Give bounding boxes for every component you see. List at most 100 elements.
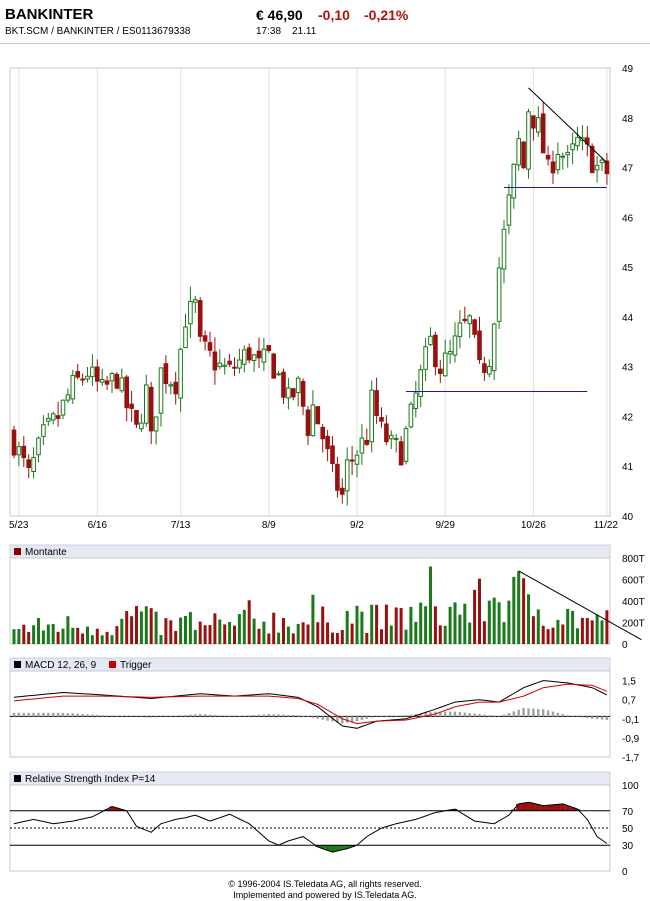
volume-bar bbox=[384, 604, 388, 644]
macd-histogram-bar bbox=[86, 714, 89, 717]
macd-histogram-bar bbox=[561, 714, 564, 717]
volume-y-tick-label: 600T bbox=[622, 576, 645, 587]
macd-histogram-bar bbox=[586, 716, 589, 719]
macd-histogram-bar bbox=[591, 716, 594, 719]
price-candle-body bbox=[70, 374, 76, 400]
rsi-overbought-fill bbox=[104, 809, 110, 811]
macd-histogram-bar bbox=[287, 714, 290, 717]
price-y-tick-label: 43 bbox=[622, 363, 634, 374]
price-candle-body bbox=[511, 163, 517, 199]
volume-bar bbox=[56, 631, 60, 644]
macd-histogram-bar bbox=[346, 716, 349, 723]
price-candle-body bbox=[134, 409, 139, 425]
price-candle-body bbox=[516, 138, 522, 166]
price-candle-body bbox=[384, 423, 389, 443]
rsi-oversold-fill bbox=[325, 845, 331, 851]
macd-histogram-bar bbox=[125, 716, 128, 717]
volume-bar bbox=[115, 626, 119, 644]
macd-lines bbox=[13, 680, 608, 729]
price-candle-body bbox=[491, 323, 497, 372]
price-candle-body bbox=[193, 299, 198, 303]
volume-bar bbox=[595, 614, 599, 644]
price-candle-body bbox=[26, 459, 31, 469]
macd-histogram-bar bbox=[22, 712, 25, 717]
macd-histogram-bar bbox=[120, 716, 123, 717]
price-candle-body bbox=[271, 353, 276, 379]
volume-bar bbox=[174, 630, 178, 644]
volume-bar bbox=[71, 627, 75, 644]
macd-histogram-bar bbox=[159, 716, 163, 717]
price-candle-body bbox=[197, 300, 203, 337]
rsi-overbought-fill bbox=[114, 807, 120, 811]
price-candle-body bbox=[531, 115, 536, 129]
macd-histogram-bar bbox=[350, 716, 354, 722]
price-x-tick-label: 6/16 bbox=[88, 520, 108, 531]
macd-histogram-bar bbox=[272, 714, 275, 717]
volume-bar bbox=[252, 618, 256, 644]
volume-bar bbox=[188, 612, 192, 644]
volume-bar bbox=[571, 610, 575, 644]
rsi-oversold-fill bbox=[349, 845, 355, 847]
price-candle-body bbox=[85, 375, 90, 380]
rsi-y-tick-label: 100 bbox=[622, 781, 639, 792]
macd-histogram-bar bbox=[551, 711, 555, 717]
volume-bar bbox=[179, 617, 183, 644]
macd-histogram-bar bbox=[365, 716, 368, 719]
price-candle-body bbox=[467, 315, 472, 325]
macd-histogram-bar bbox=[537, 708, 540, 717]
volume-bar bbox=[149, 608, 153, 644]
volume-bar bbox=[502, 622, 506, 644]
price-candle-body bbox=[354, 454, 360, 465]
price-candle-body bbox=[344, 459, 350, 492]
macd-histogram-bar bbox=[458, 712, 462, 717]
trigger-legend-label: Trigger bbox=[120, 660, 152, 671]
macd-histogram-bar bbox=[473, 713, 476, 717]
macd-histogram-bar bbox=[517, 709, 520, 717]
trigger-legend-swatch bbox=[109, 661, 116, 668]
volume-bar bbox=[81, 633, 85, 644]
volume-bar bbox=[404, 629, 408, 644]
volume-annotations bbox=[518, 570, 642, 641]
price-y-tick-label: 40 bbox=[622, 512, 634, 523]
rsi-overbought-fill bbox=[119, 809, 125, 811]
macd-histogram-bar bbox=[507, 713, 511, 717]
volume-bar bbox=[458, 614, 462, 644]
volume-bar bbox=[46, 624, 50, 644]
price-annotations bbox=[406, 87, 608, 393]
macd-title-bar bbox=[9, 657, 611, 672]
price-candle-body bbox=[335, 463, 340, 491]
price-candle-body bbox=[575, 136, 580, 147]
macd-histogram-bar bbox=[140, 716, 143, 718]
volume-bar bbox=[414, 621, 418, 644]
macd-histogram-bar bbox=[179, 715, 182, 717]
price-candle-body bbox=[36, 437, 41, 456]
price-candle-body bbox=[521, 141, 526, 169]
price-candle-body bbox=[359, 437, 365, 454]
volume-bar bbox=[576, 628, 579, 644]
price-x-axis: 5/23 6/16 7/13 8/9 9/2 9/29 10/26 11/22 bbox=[9, 520, 618, 531]
price-candle-body bbox=[246, 347, 252, 361]
volume-bar bbox=[41, 630, 45, 644]
price-candle-body bbox=[349, 459, 355, 462]
macd-histogram-bar bbox=[522, 708, 525, 717]
price-candle-body bbox=[526, 111, 531, 170]
volume-bar bbox=[566, 608, 570, 644]
price-candle-body bbox=[16, 446, 22, 456]
volume-y-tick-label: 200T bbox=[622, 619, 645, 630]
macd-histogram-bar bbox=[267, 714, 270, 717]
price-candle-body bbox=[305, 409, 311, 436]
price-candle-body bbox=[104, 380, 110, 385]
rsi-overbought-fill bbox=[560, 803, 566, 811]
macd-histogram-bar bbox=[316, 716, 319, 719]
macd-histogram-bar bbox=[468, 713, 471, 717]
price-candle-body bbox=[139, 422, 144, 430]
rsi-line bbox=[13, 801, 608, 853]
price-candle-body bbox=[124, 376, 130, 409]
macd-histogram-bar bbox=[17, 712, 21, 717]
volume-bar bbox=[492, 597, 496, 644]
price-candle-body bbox=[158, 367, 164, 414]
volume-bar bbox=[27, 631, 31, 644]
macd-histogram-bar bbox=[135, 716, 138, 717]
volume-bar bbox=[497, 602, 501, 644]
quote-date: 21.11 bbox=[292, 26, 317, 37]
